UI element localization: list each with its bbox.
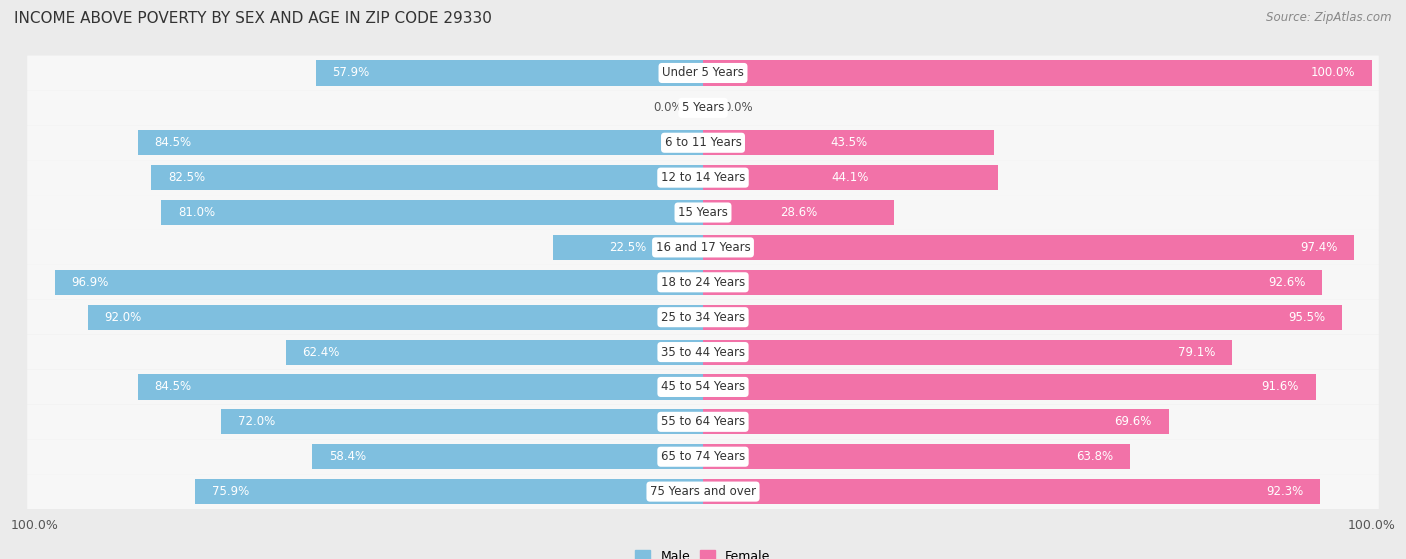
Text: 55 to 64 Years: 55 to 64 Years bbox=[661, 415, 745, 428]
Bar bbox=[703, 165, 998, 190]
Bar bbox=[285, 339, 703, 364]
Text: 82.5%: 82.5% bbox=[167, 171, 205, 184]
Text: 96.9%: 96.9% bbox=[72, 276, 108, 289]
Text: 75.9%: 75.9% bbox=[212, 485, 249, 498]
Text: 28.6%: 28.6% bbox=[780, 206, 817, 219]
Text: 15 Years: 15 Years bbox=[678, 206, 728, 219]
Text: 97.4%: 97.4% bbox=[1301, 241, 1337, 254]
Bar bbox=[703, 200, 894, 225]
Bar bbox=[316, 60, 703, 86]
Bar bbox=[703, 130, 994, 155]
Bar bbox=[221, 409, 703, 434]
Bar bbox=[703, 479, 1320, 504]
Text: 62.4%: 62.4% bbox=[302, 345, 340, 358]
Text: 0.0%: 0.0% bbox=[654, 101, 683, 115]
Text: 91.6%: 91.6% bbox=[1261, 381, 1299, 394]
Text: 57.9%: 57.9% bbox=[332, 67, 370, 79]
Text: 43.5%: 43.5% bbox=[830, 136, 868, 149]
Text: 72.0%: 72.0% bbox=[238, 415, 276, 428]
Text: 79.1%: 79.1% bbox=[1178, 345, 1215, 358]
Text: 81.0%: 81.0% bbox=[179, 206, 215, 219]
Bar bbox=[152, 165, 703, 190]
Bar bbox=[312, 444, 703, 469]
Text: Under 5 Years: Under 5 Years bbox=[662, 67, 744, 79]
Text: 84.5%: 84.5% bbox=[155, 136, 191, 149]
FancyBboxPatch shape bbox=[27, 265, 1379, 300]
Text: 0.0%: 0.0% bbox=[723, 101, 752, 115]
Bar bbox=[703, 60, 1372, 86]
Bar bbox=[87, 305, 703, 330]
Text: 69.6%: 69.6% bbox=[1115, 415, 1152, 428]
Text: 84.5%: 84.5% bbox=[155, 381, 191, 394]
Bar bbox=[703, 270, 1323, 295]
Bar bbox=[703, 375, 1316, 400]
FancyBboxPatch shape bbox=[27, 230, 1379, 265]
Text: 18 to 24 Years: 18 to 24 Years bbox=[661, 276, 745, 289]
FancyBboxPatch shape bbox=[27, 335, 1379, 369]
Bar bbox=[195, 479, 703, 504]
FancyBboxPatch shape bbox=[27, 160, 1379, 195]
Bar bbox=[703, 305, 1341, 330]
Bar bbox=[703, 235, 1354, 260]
Bar bbox=[553, 235, 703, 260]
Text: 58.4%: 58.4% bbox=[329, 450, 366, 463]
Bar bbox=[138, 130, 703, 155]
Text: Source: ZipAtlas.com: Source: ZipAtlas.com bbox=[1267, 11, 1392, 24]
FancyBboxPatch shape bbox=[27, 91, 1379, 125]
Bar bbox=[703, 444, 1130, 469]
Text: 16 and 17 Years: 16 and 17 Years bbox=[655, 241, 751, 254]
Text: 92.0%: 92.0% bbox=[104, 311, 142, 324]
Text: 65 to 74 Years: 65 to 74 Years bbox=[661, 450, 745, 463]
FancyBboxPatch shape bbox=[27, 55, 1379, 91]
Text: 35 to 44 Years: 35 to 44 Years bbox=[661, 345, 745, 358]
Text: 63.8%: 63.8% bbox=[1076, 450, 1114, 463]
Text: 45 to 54 Years: 45 to 54 Years bbox=[661, 381, 745, 394]
Text: 5 Years: 5 Years bbox=[682, 101, 724, 115]
Bar bbox=[162, 200, 703, 225]
FancyBboxPatch shape bbox=[27, 369, 1379, 404]
Text: 92.3%: 92.3% bbox=[1267, 485, 1303, 498]
Text: 6 to 11 Years: 6 to 11 Years bbox=[665, 136, 741, 149]
FancyBboxPatch shape bbox=[27, 125, 1379, 160]
Text: 95.5%: 95.5% bbox=[1288, 311, 1324, 324]
FancyBboxPatch shape bbox=[27, 195, 1379, 230]
FancyBboxPatch shape bbox=[27, 300, 1379, 335]
FancyBboxPatch shape bbox=[27, 439, 1379, 474]
Bar bbox=[138, 375, 703, 400]
Bar bbox=[703, 339, 1232, 364]
Text: 92.6%: 92.6% bbox=[1268, 276, 1306, 289]
Text: 12 to 14 Years: 12 to 14 Years bbox=[661, 171, 745, 184]
Legend: Male, Female: Male, Female bbox=[630, 546, 776, 559]
Text: INCOME ABOVE POVERTY BY SEX AND AGE IN ZIP CODE 29330: INCOME ABOVE POVERTY BY SEX AND AGE IN Z… bbox=[14, 11, 492, 26]
FancyBboxPatch shape bbox=[27, 404, 1379, 439]
Bar bbox=[55, 270, 703, 295]
Text: 44.1%: 44.1% bbox=[832, 171, 869, 184]
Text: 25 to 34 Years: 25 to 34 Years bbox=[661, 311, 745, 324]
Text: 22.5%: 22.5% bbox=[609, 241, 647, 254]
Text: 100.0%: 100.0% bbox=[1310, 67, 1355, 79]
Bar bbox=[703, 409, 1168, 434]
FancyBboxPatch shape bbox=[27, 474, 1379, 509]
Text: 75 Years and over: 75 Years and over bbox=[650, 485, 756, 498]
